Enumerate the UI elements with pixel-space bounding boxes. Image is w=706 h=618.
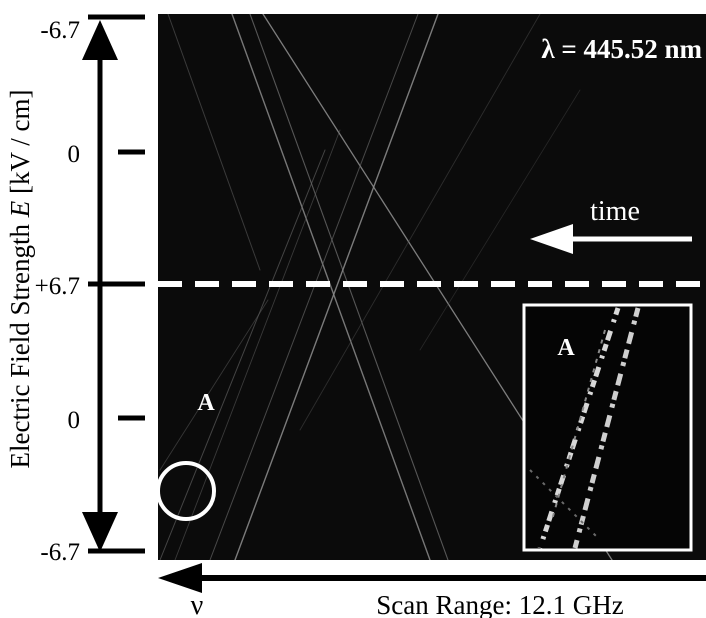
time-arrow-head (530, 224, 573, 254)
spectral-line (159, 149, 326, 560)
highlight-circle (156, 461, 216, 521)
wavelength-label: λ = 445.52 nm (541, 34, 702, 64)
scan-range-label: Scan Range: 12.1 GHz (376, 590, 623, 618)
y-axis-label-variable: E (5, 200, 35, 218)
marker-label-a: A (197, 390, 215, 416)
spectral-line (159, 299, 269, 471)
spectral-line (419, 89, 581, 351)
spectral-line (167, 14, 261, 271)
inset-line (537, 307, 621, 549)
axis-arrow-head-bottom (82, 512, 118, 552)
inset-line (572, 307, 641, 549)
inset-line (529, 469, 601, 541)
y-axis-label: Electric Field Strength E [kV / cm] (5, 90, 35, 469)
y-axis-label-unit: [kV / cm] (5, 90, 35, 201)
y-axis-label-prefix: Electric Field Strength (5, 217, 35, 468)
time-label: time (590, 196, 640, 227)
inset-lines (529, 307, 641, 549)
spectral-line (231, 14, 431, 560)
spectral-line (234, 14, 439, 560)
inset-line (551, 329, 606, 521)
spectral-line (174, 129, 341, 560)
spectral-line (299, 14, 541, 431)
axis-arrow-head-top (82, 20, 118, 60)
tick-label: +6.7 (35, 273, 80, 300)
tick-label: -6.7 (40, 539, 80, 566)
nu-label: ν (191, 590, 204, 618)
inset-label-a: A (557, 335, 575, 361)
tick-label: 0 (68, 407, 81, 434)
tick-label: -6.7 (40, 17, 80, 44)
scan-arrow-head (158, 563, 202, 593)
tick-label: 0 (68, 141, 81, 168)
